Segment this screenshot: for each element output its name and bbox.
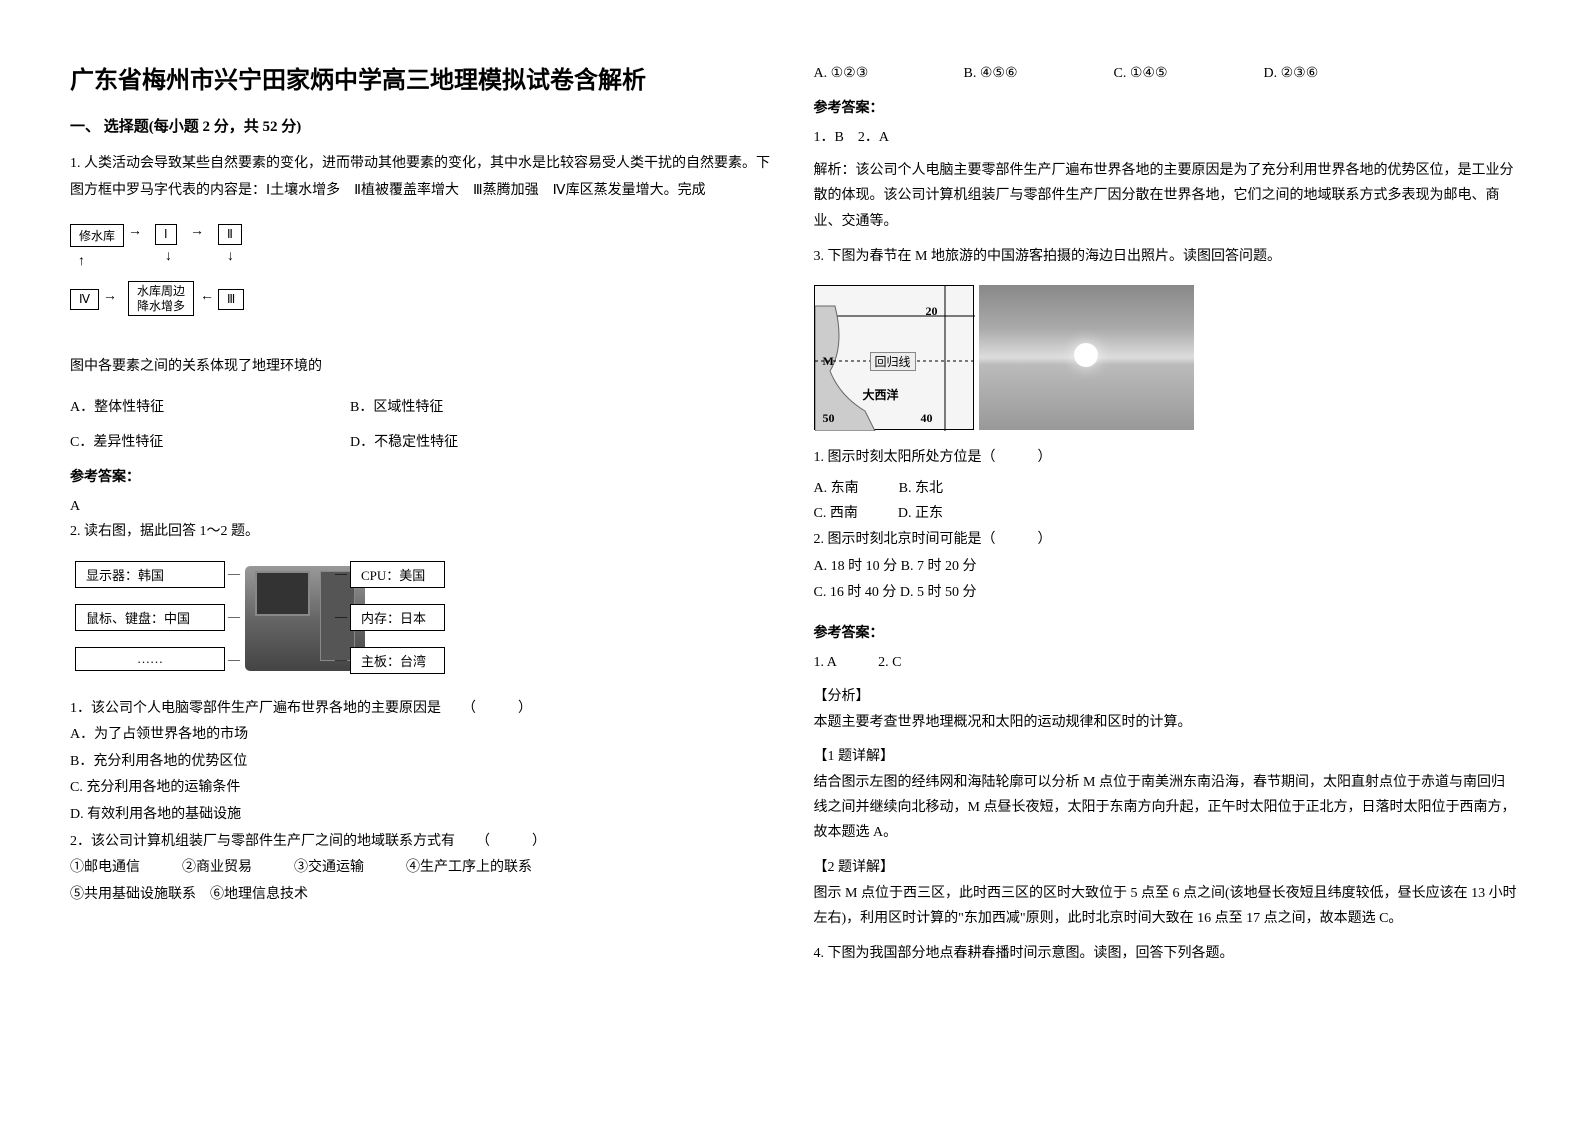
- pc-display-label: 显示器：韩国: [75, 561, 225, 588]
- map-ocean: 大西洋: [863, 386, 899, 403]
- q2-analysis: 解析：该公司个人电脑主要零部件生产厂遍布世界各地的主要原因是为了充分利用世界各地…: [814, 158, 1518, 234]
- pc-memory-label: 内存：日本: [350, 604, 445, 631]
- pc-image: [245, 566, 365, 671]
- q1-text: 1. 人类活动会导致某些自然要素的变化，进而带动其他要素的变化，其中水是比较容易…: [70, 151, 774, 204]
- line-icon: —: [335, 652, 347, 667]
- sunset-photo: [979, 285, 1194, 430]
- q3-sub1-c: C. 西南: [814, 502, 858, 522]
- map-tropic: 回归线: [870, 352, 916, 371]
- diagram-box-3: Ⅱ: [218, 224, 242, 245]
- q1-diagram: 修水库 → Ⅰ → Ⅱ ↓ ↓ Ⅳ → 水库周边降水增多 ← Ⅲ ↑: [70, 219, 774, 339]
- q2-answer-label: 参考答案：: [814, 97, 1518, 117]
- q3-detail1-text: 结合图示左图的经纬网和海陆轮廓可以分析 M 点位于南美洲东南沿海，春节期间，太阳…: [814, 770, 1518, 846]
- q3-sub1: 1. 图示时刻太阳所处方位是（ ）: [814, 445, 1518, 472]
- map-m-label: M: [823, 354, 834, 369]
- q2-sub2-opts2: ⑤共用基础设施联系 ⑥地理信息技术: [70, 882, 774, 909]
- q3-header: 3. 下图为春节在 M 地旅游的中国游客拍摄的海边日出照片。读图回答问题。: [814, 244, 1518, 271]
- arrow-icon: ←: [200, 289, 214, 305]
- q1-subtext: 图中各要素之间的关系体现了地理环境的: [70, 354, 774, 381]
- q3-sub2: 2. 图示时刻北京时间可能是（ ）: [814, 527, 1518, 554]
- pc-mouse-label: 鼠标、键盘：中国: [75, 604, 225, 631]
- diagram-box-5: 水库周边降水增多: [128, 281, 194, 316]
- diagram-box-6: Ⅲ: [218, 289, 244, 310]
- map-lon50: 50: [823, 411, 835, 426]
- q2-sub1-a: A．为了占领世界各地的市场: [70, 722, 774, 749]
- q3-answer-label: 参考答案：: [814, 622, 1518, 642]
- q2-sub1-d: D. 有效利用各地的基础设施: [70, 802, 774, 829]
- q3-sub2-c: C. 16 时 40 分 D. 5 时 50 分: [814, 580, 1518, 607]
- q3-sub1-a: A. 东南: [814, 477, 859, 497]
- line-icon: —: [228, 652, 240, 667]
- q2-sub2: 2．该公司计算机组装厂与零部件生产厂之间的地域联系方式有 （ ）: [70, 829, 774, 856]
- line-icon: —: [228, 609, 240, 624]
- document-title: 广东省梅州市兴宁田家炳中学高三地理模拟试卷含解析: [70, 60, 774, 95]
- q1-option-b: B．区域性特征: [350, 396, 630, 416]
- map-lon40: 40: [921, 411, 933, 426]
- arrow-icon: →: [103, 289, 117, 305]
- q3-analysis-text: 本题主要考查世界地理概况和太阳的运动规律和区时的计算。: [814, 710, 1518, 735]
- line-icon: —: [228, 566, 240, 581]
- q2-option-d: D. ②③⑥: [1264, 65, 1354, 82]
- q2-sub1-b: B．充分利用各地的优势区位: [70, 749, 774, 776]
- map-box: 20 回归线 M 大西洋 50 40: [814, 285, 974, 430]
- q1-answer-label: 参考答案：: [70, 466, 774, 486]
- arrow-up-icon: ↑: [78, 254, 85, 270]
- q3-detail2-text: 图示 M 点位于西三区，此时西三区的区时大致位于 5 点至 6 点之间(该地昼长…: [814, 881, 1518, 931]
- q3-sub1-b: B. 东北: [899, 477, 943, 497]
- q2-answer: 1．B 2．A: [814, 125, 1518, 150]
- q3-detail1-label: 【1 题详解】: [814, 745, 1518, 765]
- q3-sub1-d: D. 正东: [898, 502, 943, 522]
- q3-answer: 1. A 2. C: [814, 650, 1518, 675]
- q3-sub2-a: A. 18 时 10 分 B. 7 时 20 分: [814, 554, 1518, 581]
- q2-sub1-c: C. 充分利用各地的运输条件: [70, 775, 774, 802]
- q2-option-a: A. ①②③: [814, 65, 904, 82]
- q1-option-a: A．整体性特征: [70, 396, 350, 416]
- q2-sub2-opts: ①邮电通信 ②商业贸易 ③交通运输 ④生产工序上的联系: [70, 855, 774, 882]
- q2-option-b: B. ④⑤⑥: [964, 65, 1054, 82]
- map-lat20: 20: [926, 304, 938, 319]
- q3-analysis-label: 【分析】: [814, 685, 1518, 705]
- diagram-box-2: Ⅰ: [155, 224, 177, 245]
- q1-option-c: C．差异性特征: [70, 431, 350, 451]
- q1-answer: A: [70, 494, 774, 519]
- pc-dots-label: ……: [75, 647, 225, 671]
- arrow-icon: →: [128, 224, 142, 240]
- q1-option-d: D．不稳定性特征: [350, 431, 630, 451]
- pc-diagram: 显示器：韩国 鼠标、键盘：中国 …… CPU：美国 内存：日本 主板：台湾 — …: [70, 556, 450, 686]
- diagram-box-4: Ⅳ: [70, 289, 99, 310]
- line-icon: —: [335, 566, 347, 581]
- diagram-box-1: 修水库: [70, 224, 124, 247]
- q2-sub1: 1．该公司个人电脑零部件生产厂遍布世界各地的主要原因是 （ ）: [70, 696, 774, 723]
- q3-images: 20 回归线 M 大西洋 50 40: [814, 285, 1518, 430]
- pc-cpu-label: CPU：美国: [350, 561, 445, 588]
- arrow-icon: →: [190, 224, 204, 240]
- q2-option-c: C. ①④⑤: [1114, 65, 1204, 82]
- section-header: 一、 选择题(每小题 2 分，共 52 分): [70, 115, 774, 136]
- pc-mainboard-label: 主板：台湾: [350, 647, 445, 674]
- arrow-down-icon: ↓: [165, 249, 172, 265]
- q2-header: 2. 读右图，据此回答 1～2 题。: [70, 519, 774, 546]
- q3-detail2-label: 【2 题详解】: [814, 856, 1518, 876]
- arrow-down-icon: ↓: [227, 249, 234, 265]
- line-icon: —: [335, 609, 347, 624]
- q4-header: 4. 下图为我国部分地点春耕春播时间示意图。读图，回答下列各题。: [814, 941, 1518, 968]
